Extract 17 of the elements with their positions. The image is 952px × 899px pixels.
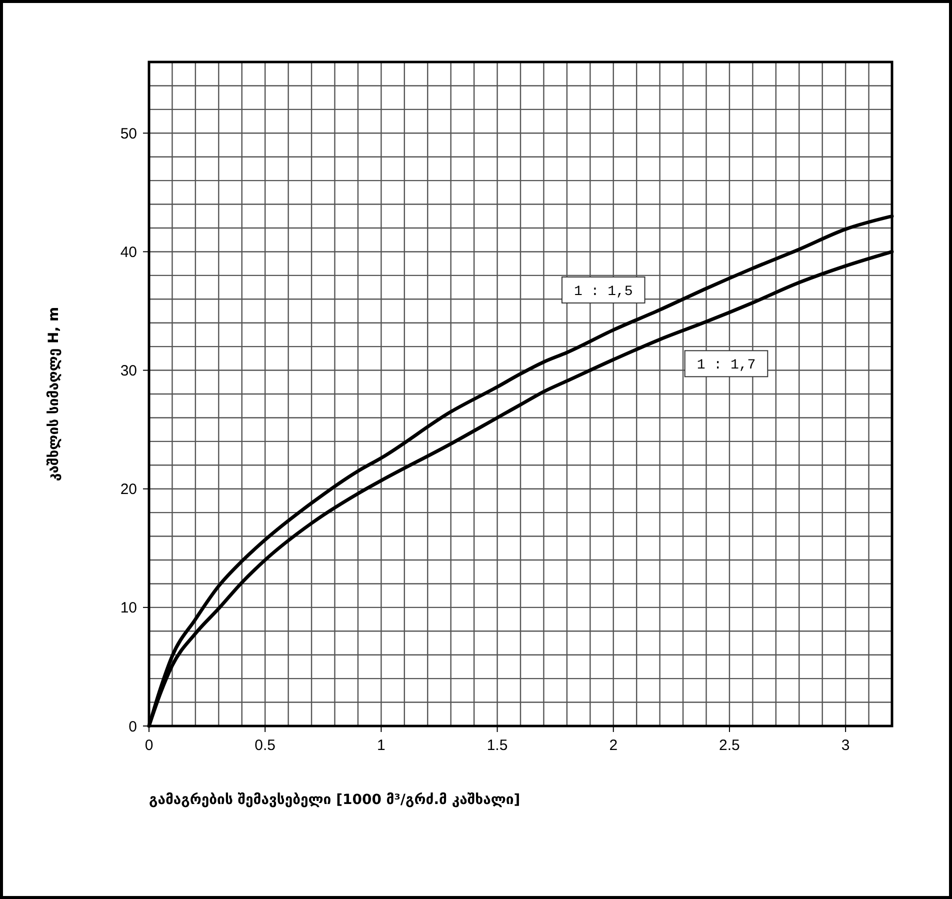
x-tick-label: 0.5: [254, 737, 276, 754]
y-tick-label: 50: [120, 125, 137, 142]
x-tick-label: 2: [609, 737, 618, 754]
y-tick-label: 30: [120, 362, 137, 380]
x-tick-label: 3: [841, 737, 850, 754]
y-axis-title: კაშხლის სიმაღლე H, m: [46, 306, 62, 482]
x-tick-label: 1: [377, 737, 386, 754]
y-tick-label: 20: [120, 481, 137, 498]
x-tick-label: 2.5: [719, 737, 740, 754]
x-tick-label: 1.5: [486, 737, 508, 754]
series-label: 1 : 1,5: [574, 284, 633, 300]
y-tick-label: 0: [128, 718, 137, 736]
y-tick-label: 10: [120, 600, 137, 617]
text: 1 : 1,7: [696, 358, 756, 374]
y-tick-label: 40: [120, 244, 137, 261]
x-tick-label: 0: [144, 737, 154, 754]
x-axis-title: გამაგრების შემავსებელი [1000 მ³/გრძ.მ კაშხალი]: [149, 792, 520, 808]
